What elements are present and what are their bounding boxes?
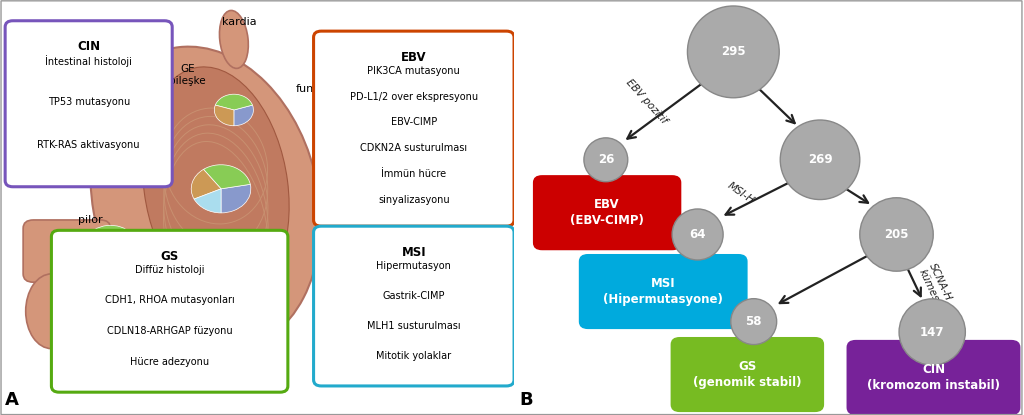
Text: korpus: korpus <box>316 194 353 204</box>
Text: MLH1 susturulması: MLH1 susturulması <box>367 321 461 331</box>
Text: 147: 147 <box>920 325 944 339</box>
Text: SCNA-H
kümesi: SCNA-H kümesi <box>916 261 953 307</box>
Ellipse shape <box>142 67 289 307</box>
Text: PIK3CA mutasyonu: PIK3CA mutasyonu <box>368 66 460 76</box>
Wedge shape <box>215 94 253 110</box>
Text: fundus: fundus <box>296 84 334 94</box>
Text: GS
(genomik stabil): GS (genomik stabil) <box>693 360 802 389</box>
Ellipse shape <box>90 46 321 352</box>
Text: MSI
(Hipermutasyone): MSI (Hipermutasyone) <box>603 277 723 306</box>
Text: CDKN2A susturulması: CDKN2A susturulması <box>360 144 467 154</box>
Text: EBV: EBV <box>401 51 427 63</box>
Text: GE
bileşke: GE bileşke <box>169 64 206 85</box>
Text: A: A <box>5 391 19 409</box>
Ellipse shape <box>780 120 860 200</box>
Text: TP53 mutasyonu: TP53 mutasyonu <box>47 98 130 107</box>
Text: 269: 269 <box>808 153 833 166</box>
Wedge shape <box>84 229 111 256</box>
Text: kardia: kardia <box>222 17 256 27</box>
Text: CDH1, RHOA mutasyonları: CDH1, RHOA mutasyonları <box>104 295 234 305</box>
Text: Hücre adezyonu: Hücre adezyonu <box>130 356 209 366</box>
Text: Hipermutasyon: Hipermutasyon <box>377 261 452 271</box>
Wedge shape <box>111 243 137 269</box>
FancyBboxPatch shape <box>313 226 514 386</box>
Ellipse shape <box>26 274 77 349</box>
Text: CIN: CIN <box>77 40 100 53</box>
Text: Gastrik-CIMP: Gastrik-CIMP <box>383 290 445 301</box>
Wedge shape <box>95 225 137 247</box>
Text: Diffüz histoloji: Diffüz histoloji <box>135 265 205 275</box>
Ellipse shape <box>860 198 933 271</box>
Wedge shape <box>214 105 233 126</box>
Ellipse shape <box>687 6 779 98</box>
Text: İntestinal histoloji: İntestinal histoloji <box>45 55 132 67</box>
Text: EBV pozitif: EBV pozitif <box>625 78 669 126</box>
FancyBboxPatch shape <box>847 340 1021 415</box>
Wedge shape <box>86 247 111 269</box>
FancyBboxPatch shape <box>579 254 748 329</box>
Text: CDLN18-ARHGAP füzyonu: CDLN18-ARHGAP füzyonu <box>106 326 232 336</box>
FancyBboxPatch shape <box>51 230 288 392</box>
FancyBboxPatch shape <box>532 175 681 250</box>
Text: RTK-RAS aktivasyonu: RTK-RAS aktivasyonu <box>38 139 140 149</box>
Wedge shape <box>233 105 253 126</box>
Wedge shape <box>221 184 251 213</box>
Text: 64: 64 <box>689 228 706 241</box>
Wedge shape <box>195 189 221 213</box>
Text: MSI: MSI <box>401 246 426 259</box>
Ellipse shape <box>584 138 628 182</box>
Wedge shape <box>191 169 221 199</box>
Text: 26: 26 <box>598 153 614 166</box>
Text: GS: GS <box>161 250 179 263</box>
Text: antrum: antrum <box>160 273 201 283</box>
Text: EBV-CIMP: EBV-CIMP <box>391 117 437 127</box>
FancyBboxPatch shape <box>671 337 824 412</box>
Text: 205: 205 <box>885 228 908 241</box>
Wedge shape <box>204 165 250 189</box>
Text: pilor: pilor <box>78 215 102 225</box>
Text: EBV
(EBV-CIMP): EBV (EBV-CIMP) <box>570 198 644 227</box>
Text: Mitotik yolaklar: Mitotik yolaklar <box>376 351 452 361</box>
Ellipse shape <box>219 10 248 68</box>
Text: 58: 58 <box>745 315 762 328</box>
FancyBboxPatch shape <box>5 21 172 187</box>
Ellipse shape <box>731 299 776 344</box>
FancyBboxPatch shape <box>313 31 514 226</box>
Text: İmmün hücre: İmmün hücre <box>381 169 446 179</box>
Ellipse shape <box>672 209 723 260</box>
FancyBboxPatch shape <box>24 220 111 282</box>
Text: B: B <box>519 391 532 409</box>
Ellipse shape <box>899 299 966 365</box>
Text: sinyalizasyonu: sinyalizasyonu <box>378 195 450 205</box>
Text: MSI-H: MSI-H <box>726 180 756 206</box>
Text: CIN
(kromozom instabil): CIN (kromozom instabil) <box>867 363 1000 392</box>
Text: 295: 295 <box>721 45 745 59</box>
Text: PD-L1/2 over ekspresyonu: PD-L1/2 over ekspresyonu <box>350 92 478 102</box>
